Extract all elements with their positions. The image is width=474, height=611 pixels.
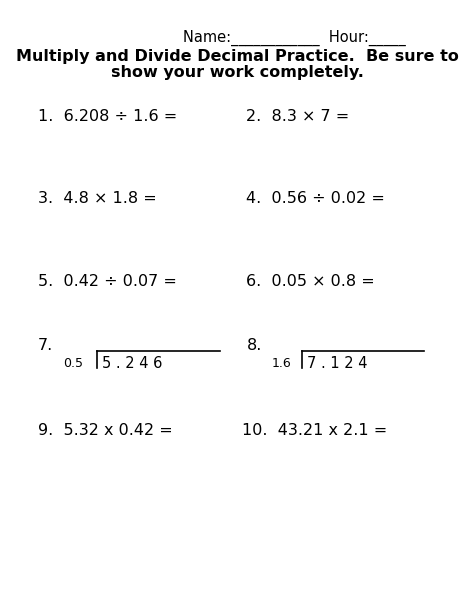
Text: 9.  5.32 x 0.42 =: 9. 5.32 x 0.42 =: [38, 423, 173, 438]
Text: 7.: 7.: [38, 338, 53, 353]
Text: Name:____________  Hour:_____: Name:____________ Hour:_____: [182, 30, 405, 46]
Text: 2.  8.3 × 7 =: 2. 8.3 × 7 =: [246, 109, 350, 123]
Text: 4.  0.56 ÷ 0.02 =: 4. 0.56 ÷ 0.02 =: [246, 191, 385, 206]
Text: 3.  4.8 × 1.8 =: 3. 4.8 × 1.8 =: [38, 191, 157, 206]
Text: 1.  6.208 ÷ 1.6 =: 1. 6.208 ÷ 1.6 =: [38, 109, 177, 123]
Text: 0.5: 0.5: [63, 357, 83, 370]
Text: Multiply and Divide Decimal Practice.  Be sure to: Multiply and Divide Decimal Practice. Be…: [16, 49, 458, 64]
Text: 5.  0.42 ÷ 0.07 =: 5. 0.42 ÷ 0.07 =: [38, 274, 177, 288]
Text: 6.  0.05 × 0.8 =: 6. 0.05 × 0.8 =: [246, 274, 375, 288]
Text: 7 . 1 2 4: 7 . 1 2 4: [307, 356, 368, 371]
Text: 10.  43.21 x 2.1 =: 10. 43.21 x 2.1 =: [242, 423, 387, 438]
Text: 8.: 8.: [246, 338, 262, 353]
Text: 1.6: 1.6: [272, 357, 292, 370]
Text: show your work completely.: show your work completely.: [110, 65, 364, 79]
Text: 5 . 2 4 6: 5 . 2 4 6: [102, 356, 162, 371]
